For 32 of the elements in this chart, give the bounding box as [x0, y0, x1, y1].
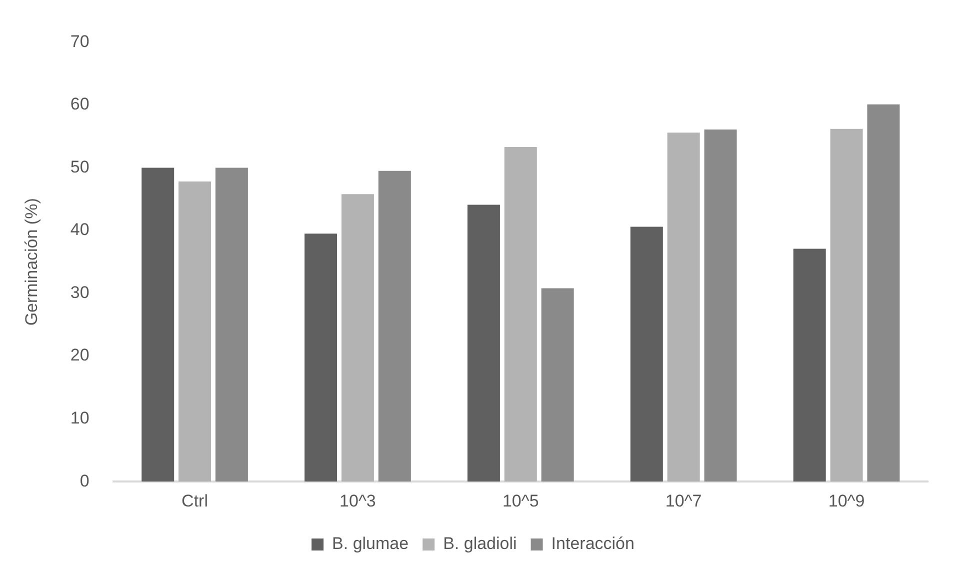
y-tick-label: 20 [70, 346, 90, 365]
bar [178, 182, 212, 482]
bar [504, 147, 537, 482]
bar [667, 132, 700, 482]
x-tick-label: Ctrl [182, 491, 208, 510]
bar [341, 194, 374, 482]
y-tick-label: 60 [70, 94, 90, 114]
bar [304, 234, 338, 482]
y-tick-label: 10 [70, 408, 90, 428]
bar [867, 104, 900, 482]
bar [215, 168, 248, 482]
bar [541, 288, 574, 482]
bar [793, 248, 826, 482]
y-tick-label: 30 [70, 282, 90, 302]
x-tick-label: 10^7 [665, 491, 702, 510]
x-tick-label: 10^5 [502, 491, 539, 510]
legend-label: Interacción [551, 534, 634, 554]
y-tick-label: 40 [70, 220, 90, 240]
legend-label: B. glumae [332, 534, 409, 554]
bar [704, 129, 737, 482]
y-tick-label: 50 [70, 157, 90, 176]
x-tick-label: 10^9 [828, 491, 865, 510]
bar [830, 128, 863, 482]
y-tick-label: 0 [80, 471, 90, 490]
bar [467, 204, 500, 482]
bar [142, 168, 174, 482]
bar [378, 170, 411, 482]
legend-label: B. gladioli [443, 534, 517, 554]
y-tick-label: 70 [70, 32, 90, 51]
x-tick-label: 10^3 [340, 491, 376, 510]
y-axis-title: Germinación (%) [22, 198, 41, 326]
bar [630, 226, 663, 482]
